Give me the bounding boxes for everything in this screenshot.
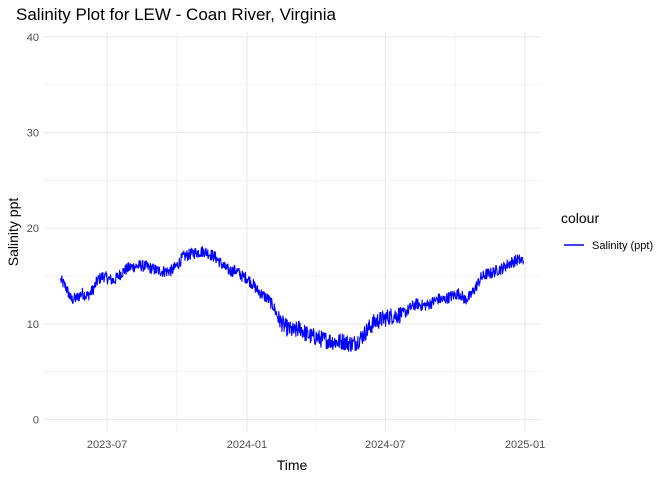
legend-title: colour xyxy=(561,210,599,226)
legend: colour Salinity (ppt) xyxy=(561,210,653,252)
chart-title: Salinity Plot for LEW - Coan River, Virg… xyxy=(16,5,337,24)
x-tick-label: 2025-01 xyxy=(505,439,545,451)
x-tick-label: 2023-07 xyxy=(87,439,127,451)
y-tick-label: 0 xyxy=(33,415,39,427)
series-line-salinity xyxy=(60,246,525,352)
y-tick-labels: 0 10 20 30 40 xyxy=(27,32,39,427)
y-tick-label: 10 xyxy=(27,319,39,331)
series-layer xyxy=(60,246,525,352)
y-tick-label: 30 xyxy=(27,127,39,139)
y-axis-title: Salinity ppt xyxy=(5,198,21,267)
y-tick-label: 20 xyxy=(27,223,39,235)
x-tick-label: 2024-01 xyxy=(227,439,267,451)
legend-label-salinity: Salinity (ppt) xyxy=(592,240,653,252)
x-tick-label: 2024-07 xyxy=(365,439,405,451)
y-tick-label: 40 xyxy=(27,32,39,44)
x-tick-labels: 2023-07 2024-01 2024-07 2025-01 xyxy=(87,439,545,451)
grid xyxy=(44,32,541,432)
x-axis-title: Time xyxy=(277,457,308,473)
